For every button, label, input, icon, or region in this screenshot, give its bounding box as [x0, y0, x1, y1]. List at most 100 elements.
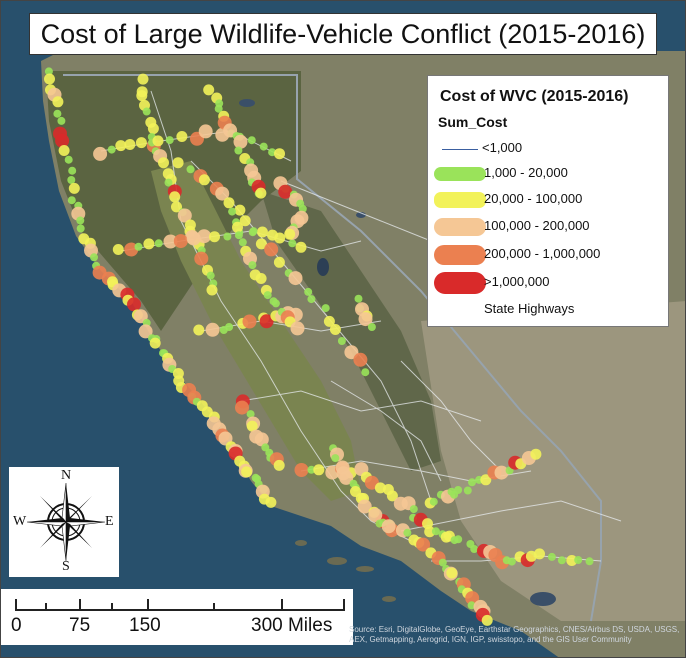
wvc-point — [203, 84, 215, 96]
legend-item-state-highways: State Highways — [428, 299, 668, 321]
wvc-point — [403, 528, 412, 537]
wvc-point — [44, 73, 55, 85]
wvc-point — [329, 324, 341, 335]
wvc-point — [438, 558, 447, 567]
wvc-point — [361, 368, 370, 377]
wvc-point — [357, 499, 372, 514]
scale-tick — [343, 599, 345, 611]
wvc-point — [93, 146, 108, 161]
wvc-point — [273, 256, 285, 268]
wvc-point — [233, 134, 248, 149]
wvc-point — [134, 242, 143, 251]
wvc-point — [228, 207, 237, 216]
wvc-point — [339, 470, 354, 485]
wvc-point — [358, 312, 373, 327]
wvc-point — [574, 556, 583, 564]
wvc-point — [58, 145, 70, 156]
scale-tick — [45, 603, 47, 611]
wvc-point — [274, 148, 285, 160]
wvc-point — [242, 314, 257, 329]
wvc-point — [585, 557, 594, 566]
wvc-point — [368, 508, 383, 522]
wvc-point — [468, 478, 476, 487]
wvc-point — [215, 186, 230, 201]
wvc-point — [238, 238, 247, 247]
wvc-point — [321, 304, 330, 313]
island — [295, 540, 307, 546]
compass-rose-icon — [26, 482, 106, 562]
wvc-point — [248, 261, 257, 270]
wvc-point — [55, 133, 70, 148]
wvc-point — [465, 591, 480, 606]
wvc-point — [288, 271, 303, 286]
compass-south-label: S — [62, 559, 70, 574]
wvc-point — [255, 238, 267, 250]
wvc-point — [534, 548, 545, 560]
wvc-point — [470, 545, 479, 553]
legend-label: 100,000 - 200,000 — [484, 218, 590, 233]
wvc-point — [193, 324, 205, 336]
wvc-point — [137, 73, 149, 85]
wvc-point — [307, 465, 316, 474]
wvc-point — [247, 136, 256, 145]
wvc-point — [249, 227, 258, 236]
wvc-point — [44, 67, 53, 76]
wvc-point — [547, 552, 556, 561]
compass-west-label: W — [13, 514, 27, 529]
legend-title: Cost of WVC (2015-2016) — [440, 88, 629, 105]
wvc-point — [273, 459, 285, 471]
wvc-point — [431, 527, 440, 536]
wvc-point — [173, 234, 188, 249]
island — [356, 566, 374, 572]
wvc-point — [138, 324, 153, 339]
wvc-point — [274, 232, 286, 244]
wvc-point — [354, 294, 363, 303]
wvc-point — [234, 231, 243, 240]
legend-label: 200,000 - 1,000,000 — [484, 246, 601, 261]
legend-label: 1,000 - 20,000 — [484, 165, 568, 180]
wvc-point — [136, 90, 148, 102]
wvc-point — [367, 323, 376, 331]
legend-swatch — [434, 218, 486, 236]
wvc-point — [480, 474, 492, 486]
wvc-point — [209, 231, 220, 243]
wvc-point — [255, 187, 267, 199]
wvc-point — [323, 315, 335, 327]
scale-tick — [15, 599, 17, 611]
legend-item-gt-1000000: >1,000,000 — [428, 272, 668, 294]
wvc-point — [254, 432, 269, 447]
wvc-point — [142, 107, 151, 116]
wvc-point — [124, 139, 136, 150]
wvc-point — [67, 176, 76, 184]
wvc-point — [381, 519, 396, 534]
wvc-point — [295, 241, 307, 253]
scale-tick — [79, 599, 81, 611]
scale-tick — [111, 603, 113, 611]
wvc-point — [234, 204, 246, 216]
legend-swatch — [434, 192, 486, 208]
island — [327, 557, 347, 565]
north-arrow: N S E W — [9, 467, 119, 577]
legend-field-name: Sum_Cost — [438, 114, 508, 130]
wvc-point — [259, 142, 268, 151]
wvc-point — [235, 400, 249, 415]
wvc-point — [194, 251, 209, 266]
wvc-point — [429, 497, 438, 506]
scale-label-300: 300 Miles — [251, 615, 333, 636]
wvc-point — [294, 463, 309, 477]
wvc-point — [127, 297, 141, 312]
wvc-point — [223, 232, 232, 241]
scale-label-75: 75 — [69, 615, 91, 636]
scale-tick — [281, 599, 283, 611]
wvc-points-layer — [44, 67, 594, 626]
scale-label-150: 150 — [129, 615, 161, 636]
wvc-point — [557, 556, 566, 565]
lake-north — [239, 99, 255, 107]
wvc-point — [164, 178, 173, 187]
legend-item-lt-1000: <1,000 — [428, 138, 668, 160]
wvc-point — [239, 215, 251, 227]
scale-bar: 0 75 150 300 Miles — [1, 589, 353, 645]
legend-line-symbol — [442, 149, 478, 150]
wvc-point — [206, 284, 218, 296]
legend-label: State Highways — [484, 301, 575, 316]
